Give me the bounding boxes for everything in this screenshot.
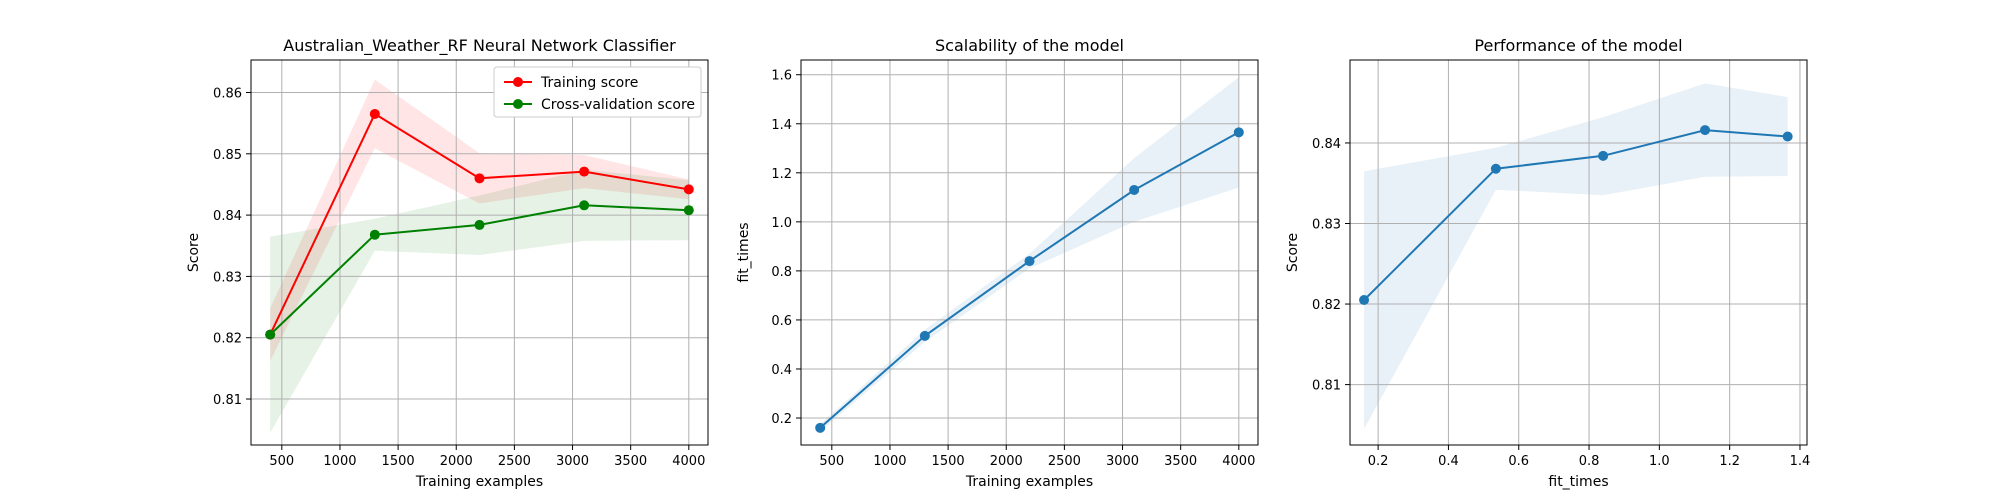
y-tick-label: 1.4: [771, 118, 792, 133]
y-tick-label: 0.81: [213, 393, 242, 408]
axes-frame: [1349, 59, 1808, 446]
x-tick-label: 1.0: [1649, 454, 1670, 469]
plot-area: [1350, 60, 1807, 445]
x-tick-label: 1.2: [1719, 454, 1740, 469]
data-point: [474, 219, 485, 230]
x-tick-label: 2000: [440, 454, 473, 469]
y-tick-label: 0.84: [213, 209, 242, 224]
data-point: [579, 200, 590, 211]
legend-marker: [513, 99, 523, 109]
data-point: [1782, 131, 1793, 142]
data-point: [369, 229, 380, 240]
chart-title: Australian_Weather_RF Neural Network Cla…: [283, 36, 676, 56]
chart-title: Performance of the model: [1474, 36, 1682, 55]
data-point: [1490, 163, 1501, 174]
data-point: [369, 108, 380, 119]
data-point: [815, 422, 826, 433]
y-tick-label: 0.83: [213, 270, 242, 285]
data-point: [1129, 184, 1140, 195]
legend-label: Training score: [540, 75, 638, 91]
y-tick-label: 0.86: [213, 86, 242, 101]
x-tick-label: 0.8: [1579, 454, 1600, 469]
y-tick-label: 1.2: [771, 167, 792, 182]
y-tick-label: 0.6: [771, 314, 792, 329]
learning-curve-panel: 500 1000 1500 2000 2500 3000 3500 4000 0.81 0.82 0…: [186, 36, 709, 490]
x-tick-label: 0.2: [1368, 454, 1389, 469]
legend-item: Training score: [504, 75, 638, 91]
x-axis-label: Training examples: [965, 474, 1093, 490]
confidence-band: [820, 77, 1239, 432]
data-point: [683, 205, 694, 216]
chart-title: Scalability of the model: [935, 36, 1124, 55]
y-tick-label: 0.85: [213, 148, 242, 163]
axes-frame: [250, 59, 709, 446]
y-tick-label: 0.83: [1312, 218, 1341, 233]
data-point: [919, 330, 930, 341]
y-tick-label: 0.4: [771, 363, 792, 378]
y-tick-label: 1.6: [771, 69, 792, 84]
legend-label: Cross-validation score: [541, 97, 695, 113]
x-tick-label: 2500: [1048, 454, 1081, 469]
y-axis-label: fit_times: [736, 222, 752, 282]
y-tick-label: 1.0: [771, 216, 792, 231]
x-tick-label: 0.4: [1438, 454, 1459, 469]
data-point: [683, 184, 694, 195]
y-axis-label: Score: [1285, 233, 1301, 272]
x-tick-label: 4000: [672, 454, 705, 469]
x-tick-label: 1500: [382, 454, 415, 469]
scalability-panel: 500 1000 1500 2000 2500 3000 3500 4000 0.2 0.4 0.6…: [736, 36, 1259, 490]
data-point: [474, 173, 485, 184]
x-tick-label: 0.6: [1508, 454, 1529, 469]
data-point: [1700, 125, 1711, 136]
x-tick-label: 1.4: [1790, 454, 1811, 469]
x-tick-label: 1000: [323, 454, 356, 469]
data-point: [579, 166, 590, 177]
axes-frame: [800, 59, 1259, 446]
data-point: [265, 329, 276, 340]
y-tick-label: 0.2: [771, 412, 792, 427]
y-tick-label: 0.8: [771, 265, 792, 280]
confidence-band: [1364, 83, 1788, 429]
x-tick-label: 2000: [990, 454, 1023, 469]
data-point: [1233, 127, 1244, 138]
x-tick-label: 3500: [614, 454, 647, 469]
performance-panel: 0.2 0.4 0.6 0.8 1.0 1.2 1.4 0.81 0.82 0.83 0.84 Per…: [1285, 36, 1810, 490]
x-tick-label: 1500: [932, 454, 965, 469]
x-tick-label: 3500: [1164, 454, 1197, 469]
x-axis-label: fit_times: [1548, 474, 1608, 490]
y-tick-label: 0.82: [1312, 298, 1341, 313]
plot-area: [251, 60, 708, 445]
y-tick-label: 0.81: [1312, 379, 1341, 394]
x-tick-label: 2500: [498, 454, 531, 469]
legend-box: [493, 66, 702, 118]
legend: Training score Cross-validation score: [493, 66, 702, 118]
data-point: [1359, 295, 1370, 306]
legend-item: Cross-validation score: [504, 97, 695, 113]
x-tick-label: 3000: [1106, 454, 1139, 469]
data-point: [1024, 256, 1035, 267]
x-tick-label: 500: [269, 454, 294, 469]
data-point: [1598, 150, 1609, 161]
x-axis-label: Training examples: [415, 474, 543, 490]
x-tick-label: 1000: [873, 454, 906, 469]
x-tick-label: 3000: [556, 454, 589, 469]
y-axis-label: Score: [186, 233, 202, 272]
x-tick-label: 4000: [1222, 454, 1255, 469]
y-tick-label: 0.82: [213, 332, 242, 347]
x-tick-label: 500: [819, 454, 844, 469]
y-tick-label: 0.84: [1312, 137, 1341, 152]
legend-marker: [513, 77, 523, 87]
